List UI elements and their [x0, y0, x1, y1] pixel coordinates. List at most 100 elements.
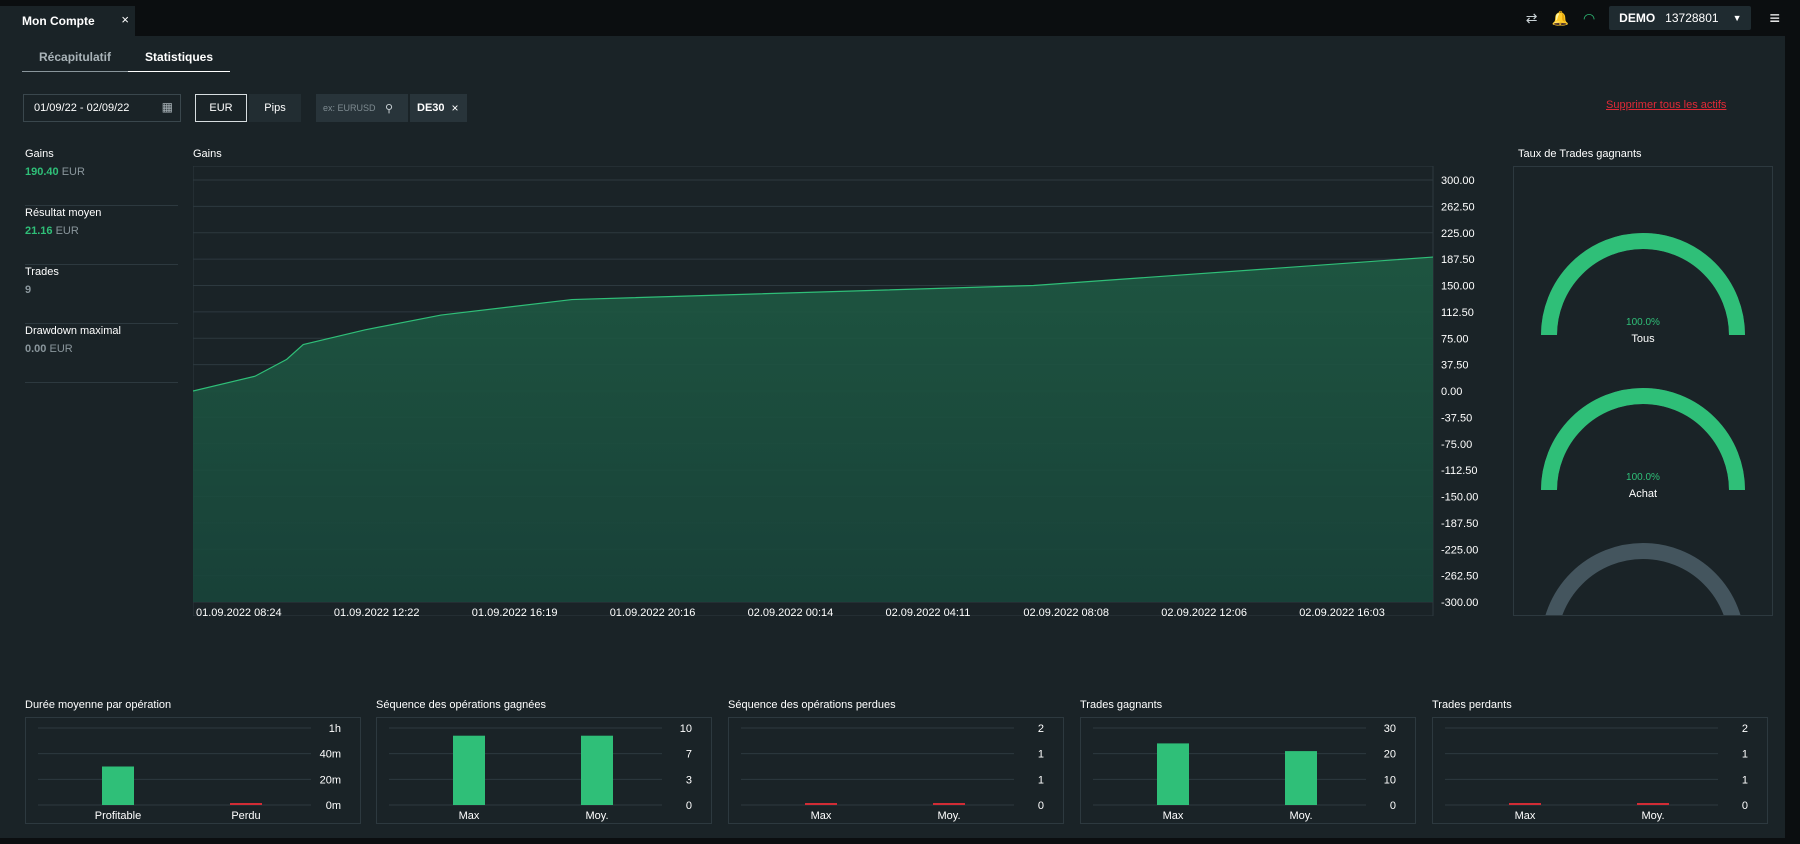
tab-statistiques[interactable]: Statistiques: [128, 50, 231, 72]
date-range-picker[interactable]: 01/09/22 - 02/09/22 ▦: [23, 94, 181, 122]
gauge-value: 100.0%: [1626, 472, 1660, 483]
x-category-label: Moy.: [937, 810, 960, 822]
y-tick-label: 300.00: [1441, 175, 1475, 187]
mini-chart-svg: 10 7 3 0 Max Moy.: [389, 723, 692, 822]
header-right: ⇄ 🔔 ◠ DEMO 13728801 ▼ ≡: [1526, 0, 1800, 36]
y-tick-label: 1: [1742, 774, 1748, 786]
mini-chart-title: Trades perdants: [1432, 699, 1512, 711]
subtabs: Récapitulatif Statistiques: [22, 50, 231, 72]
y-tick-label: -300.00: [1441, 597, 1478, 609]
y-tick-label: -187.50: [1441, 518, 1478, 530]
y-tick-label: 2: [1742, 723, 1748, 735]
gains-line: [193, 256, 1434, 392]
close-tab-icon[interactable]: ×: [121, 12, 129, 27]
stat-label: Drawdown maximal: [25, 325, 121, 337]
stat-unit: EUR: [61, 166, 85, 178]
gauge: 100.0% Tous: [1541, 233, 1745, 345]
account-number: 13728801: [1665, 11, 1719, 25]
menu-icon[interactable]: ≡: [1769, 7, 1780, 28]
search-icon[interactable]: ⚲: [385, 102, 394, 115]
x-category-label: Max: [1163, 810, 1184, 822]
x-tick-label: 01.09.2022 20:16: [610, 607, 696, 616]
stat-label: Gains: [25, 148, 54, 160]
y-tick-label: 30: [1384, 723, 1396, 735]
bar: [453, 735, 485, 805]
stat-label: Résultat moyen: [25, 207, 102, 219]
remove-chip-icon[interactable]: ×: [451, 101, 459, 115]
top-bar: Mon Compte × ⇄ 🔔 ◠ DEMO 13728801 ▼ ≡: [0, 0, 1800, 36]
stat-value: 0.00 EUR: [25, 343, 178, 355]
x-tick-label: 02.09.2022 12:06: [1161, 607, 1247, 616]
eur-toggle[interactable]: EUR: [195, 94, 247, 122]
mini-chart: 2 1 1 0 Max Moy.: [1432, 717, 1768, 824]
gauge: 100.0% Achat: [1541, 388, 1745, 500]
stat-number: 21.16: [25, 225, 53, 237]
x-tick-label: 02.09.2022 08:08: [1023, 607, 1109, 616]
mini-chart-title: Séquence des opérations perdues: [728, 699, 896, 711]
y-tick-label: 0: [1742, 800, 1748, 812]
asset-chip-label: DE30: [417, 102, 445, 114]
gauge-value: 100.0%: [1626, 317, 1660, 328]
x-category-label: Max: [459, 810, 480, 822]
bar: [933, 803, 965, 805]
y-tick-label: -262.50: [1441, 571, 1478, 583]
y-tick-label: -225.00: [1441, 544, 1478, 556]
tab-mon-compte[interactable]: Mon Compte ×: [0, 6, 135, 36]
stat-item: Gains 190.40 EUR: [25, 148, 178, 206]
date-range: 01/09/22 - 02/09/22: [34, 102, 130, 114]
mini-chart-svg: 30 20 10 0 Max Moy.: [1093, 723, 1396, 822]
x-category-label: Max: [811, 810, 832, 822]
x-category-label: Profitable: [95, 810, 141, 822]
mini-chart-title: Trades gagnants: [1080, 699, 1163, 711]
stat-item: Drawdown maximal 0.00 EUR: [25, 325, 178, 383]
stat-item: Trades 9: [25, 266, 178, 324]
bar: [1509, 803, 1541, 805]
y-tick-label: 40m: [320, 749, 341, 761]
y-tick-label: 112.50: [1441, 307, 1474, 319]
y-tick-label: 75.00: [1441, 333, 1469, 345]
x-tick-label: 02.09.2022 16:03: [1299, 607, 1385, 616]
bar: [102, 766, 134, 805]
win-rate-title: Taux de Trades gagnants: [1518, 148, 1642, 160]
bell-icon[interactable]: 🔔: [1551, 9, 1569, 26]
mini-chart-svg: 2 1 1 0 Max Moy.: [1445, 723, 1748, 822]
y-tick-label: 1: [1038, 749, 1044, 761]
pips-toggle[interactable]: Pips: [249, 94, 301, 122]
gains-area: [193, 257, 1433, 602]
stat-value: 21.16 EUR: [25, 225, 178, 237]
y-tick-label: 0.00: [1441, 386, 1462, 398]
calendar-icon: ▦: [161, 100, 173, 114]
x-category-label: Moy.: [585, 810, 608, 822]
stat-unit: EUR: [55, 225, 79, 237]
y-tick-label: -75.00: [1441, 439, 1472, 451]
gauge-track: [1541, 543, 1745, 646]
mini-chart-svg: 1h 40m 20m 0m Profitable Perdu: [38, 723, 341, 822]
tab-recapitulatif[interactable]: Récapitulatif: [22, 50, 129, 72]
stat-item: Résultat moyen 21.16 EUR: [25, 207, 178, 265]
mini-chart-svg: 2 1 1 0 Max Moy.: [741, 723, 1044, 822]
account-selector[interactable]: DEMO 13728801 ▼: [1609, 6, 1752, 30]
tab-title: Mon Compte: [22, 14, 95, 28]
x-category-label: Moy.: [1641, 810, 1664, 822]
y-tick-label: 1: [1038, 774, 1044, 786]
mini-chart: 10 7 3 0 Max Moy.: [376, 717, 712, 824]
y-tick-label: 10: [1384, 774, 1396, 786]
y-tick-label: 20m: [320, 774, 341, 786]
market-icon[interactable]: ⇄: [1525, 9, 1538, 26]
chevron-down-icon: ▼: [1732, 13, 1742, 23]
wifi-icon: ◠: [1582, 9, 1596, 26]
y-tick-label: 2: [1038, 723, 1044, 735]
bar: [1637, 803, 1669, 805]
asset-chip: DE30 ×: [410, 94, 467, 122]
bar: [581, 735, 613, 805]
stat-value: 9: [25, 284, 178, 296]
delete-all-assets-link[interactable]: Supprimer tous les actifs: [1606, 99, 1727, 111]
y-tick-label: -150.00: [1441, 492, 1478, 504]
stat-number: 190.40: [25, 166, 59, 178]
x-tick-label: 02.09.2022 00:14: [748, 607, 834, 616]
search-input[interactable]: [323, 103, 383, 113]
bar: [1157, 743, 1189, 805]
y-tick-label: 3: [686, 774, 692, 786]
x-category-label: Perdu: [231, 810, 260, 822]
account-type: DEMO: [1619, 11, 1656, 25]
